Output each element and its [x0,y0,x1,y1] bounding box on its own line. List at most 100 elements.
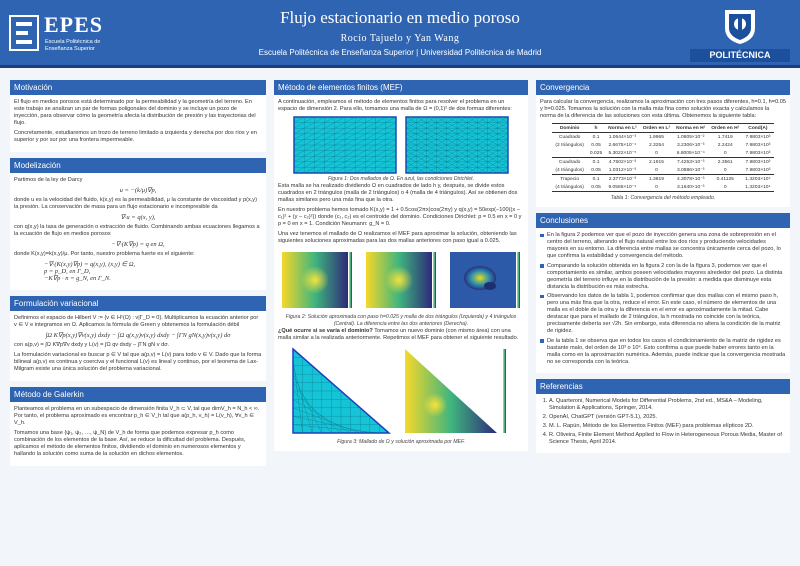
table-cell: Cuadrado [552,157,587,166]
column-left: Motivación El flujo en medios porosos es… [10,80,266,472]
table-cell: Trapecio [552,174,587,183]
galerkin-section: Método de Galerkin Planteamos el problem… [10,387,266,466]
table-cell: 1.0644×10⁻³ [608,134,637,140]
table-header: Norma en H¹ [673,123,709,133]
section-title: Formulación variacional [10,296,266,311]
table-row: Cuadrado 0.1 4.7502×10⁻³ 2.1915 7.4253×10⁻³ 2… [552,157,774,166]
section-title: Convergencia [536,80,790,95]
list-item: Comparando la solución obtenida en la fi… [540,263,786,291]
mesh-trapecio [292,347,391,434]
table-row: 0.025 5.3022×10⁻⁵ 0 6.8005×10⁻⁴ 0 7.9803×10³ [552,149,773,158]
upm-logo-text: POLITÉCNICA [690,49,790,62]
table-cell: 1.3203×10⁴ [742,174,774,183]
mesh-2-triangles [293,116,397,174]
paragraph: donde K(x,y)=k(x,y)/μ. Por tanto, nuestr… [14,251,195,257]
table-cell: 7.9803×10³ [745,167,771,173]
figure-1 [278,116,524,174]
table-cell: 9.0585×10⁻⁴ [605,183,640,192]
epes-logo: EPES Escuela Politécnica de Enseñanza Su… [8,10,128,60]
table-row: Cuadrado 0.1 1.0644×10⁻³ 1.9965 1.0805×10⁻² 1… [552,133,773,142]
figure-3-caption: Figura 3: Mallado de Ω y solución aproxi… [337,439,465,445]
table-row: (4 triángulos) 0.05 9.0585×10⁻⁴ 0 3.1640×10⁻… [552,183,774,192]
paragraph: A continuación, empleamos el método de e… [278,99,512,112]
paragraph: Para calcular la convergencia, realizamo… [540,99,786,119]
table-cell: Cuadrado [558,134,581,140]
poster-institution: Escuela Politécnica de Enseñanza Superio… [258,48,542,57]
conclusiones-section: Conclusiones En la figura 2 podemos ver … [536,213,790,373]
table-cell: 6.8005×10⁻⁴ [676,150,705,156]
table-cell: 1.3819 [639,174,674,183]
table-header: Cond(A) [742,123,774,133]
figure-2-caption: Figura 2: Solución aproximada con paso h… [285,314,517,327]
section-title: Método de elementos finitos (MEF) [274,80,528,95]
table-cell: 7.4253×10⁻³ [673,157,709,166]
epes-logo-text: EPES [44,12,104,37]
table-cell: 0 [639,183,674,192]
reference-item: M. L. Rapún, Método de los Elementos Fin… [549,423,786,430]
table-cell: 2.2424 [717,142,733,148]
mesh-4-triangles [405,116,509,174]
table-cell: 4.7502×10⁻³ [605,157,640,166]
table-1-caption: Tabla 1: Convergencia del método emplead… [610,195,716,201]
table-cell: (2 triángulos) [555,142,584,148]
referencias-section: Referencias A. Quarteroni, Numerical Mod… [536,379,790,453]
table-cell: (4 triángulos) [552,183,587,192]
variacional-section: Formulación variacional Definimos el esp… [10,296,266,381]
table-cell: 3.2306×10⁻³ [676,142,705,148]
solution-2-triangles [282,252,352,308]
table-cell: 0.1 [586,174,606,183]
table-cell: 3.1640×10⁻³ [673,183,709,192]
table-cell: 0.025 [589,150,603,156]
paragraph: El flujo en medios porosos está determin… [14,99,256,126]
section-title: Motivación [10,80,266,95]
table-cell: 0 [655,150,658,156]
table-cell: 1.3203×10⁴ [742,183,774,192]
table-cell: 1.9965 [648,134,664,140]
table-row: (2 triángulos) 0.05 2.6675×10⁻⁴ 2.3254 3.230… [552,141,773,149]
list-item: Observando los datos de la tabla 1, pode… [540,293,786,335]
section-title: Método de Galerkin [10,387,266,402]
upm-crest-icon [725,10,755,44]
table-row: Trapecio 0.1 2.3773×10⁻³ 1.3819 4.3078×10⁻³ 0… [552,174,774,183]
table-cell: 0.05 [591,142,601,148]
paragraph: donde u es la velocidad del fluido, k(x,… [14,197,257,210]
equation-darcy: u = −(k/μ)∇p, [119,187,157,194]
table-cell: 0.05 [591,167,601,173]
table-cell: 0 [655,167,658,173]
table-header: Orden en L² [639,123,674,133]
table-cell: 0 [723,167,727,173]
table-cell: 3.0886×10⁻³ [676,167,705,173]
solution-4-triangles [366,252,436,308]
equation-mass: ∇·u = q(x, y), [120,214,156,221]
table-cell [552,149,587,158]
paragraph: Tomamos un nuevo dominio (con mismo área… [278,328,519,341]
table-cell: 1.0805×10⁻² [676,134,705,140]
reference-item: A. Quarteroni, Numerical Models for Diff… [549,398,786,412]
table-header: h [586,123,606,133]
equation-system: −∇·(K(x,y)∇p) = q(x,y), (x,y) ∈ Ω, p = p… [14,261,262,282]
table-cell: 7.9803×10³ [745,142,771,148]
paragraph: Esta malla se ha realizado dividiendo Ω … [278,183,518,203]
reference-item: R. Oliveira, Finite Element Method Appli… [549,432,786,446]
figure-1-caption: Figura 1: Dos mallados de Ω. En azul, la… [327,176,475,182]
paragraph: Tomamos una base {ψ₁, ψ₂, …, ψ_N} de V_h… [14,430,246,457]
equation-flow: −∇·(K∇p) = q en Ω, [111,241,165,248]
convergence-table: Dominio h Norma en L² Orden en L² Norma en H… [552,123,774,192]
modelizacion-section: Modelización Partimos de la ley de Darcy… [10,158,266,290]
section-title: Modelización [10,158,266,173]
paragraph: En nuestro problema hemos tomado K(x,y) … [278,207,522,227]
paragraph: Planteamos el problema en un subespacio … [14,406,260,426]
table-cell: 0.1 [586,157,606,166]
table-cell: 1.0312×10⁻³ [608,167,637,173]
mef-section: Método de elementos finitos (MEF) A cont… [274,80,528,451]
system-line: −K∇p · n = g_N, en Γ_N. [44,275,111,282]
table-header: Norma en L² [605,123,640,133]
question-heading: ¿Qué ocurre si se varía el dominio? [278,328,373,334]
system-line: −∇·(K(x,y)∇p) = q(x,y), (x,y) ∈ Ω, [44,261,136,268]
paragraph: Una vez tenemos el mallado de Ω realizam… [278,231,517,244]
table-cell: 4.3078×10⁻³ [673,174,709,183]
system-line: p = p_D, en Γ_D, [44,268,91,275]
table-cell: (4 triángulos) [555,167,584,173]
table-cell: 2.1915 [639,157,674,166]
table-cell: 0.05 [586,183,606,192]
